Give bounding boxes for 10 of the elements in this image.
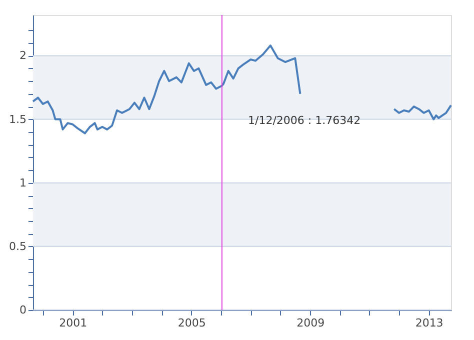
y-tick-label: 0.5 — [9, 240, 26, 253]
annotation: 1/12/2006 : 1.76342 — [248, 114, 361, 127]
y-tick-label: 0 — [20, 304, 26, 316]
x-tick-label: 2013 — [415, 316, 444, 330]
y-tick-label: 1.5 — [9, 112, 26, 126]
x-tick-label: 2001 — [59, 316, 88, 330]
y-tick-label: 1 — [20, 176, 26, 190]
x-tick-label: 2005 — [178, 316, 206, 330]
x-tick-label: 2009 — [296, 316, 325, 330]
y-tick-label: 2 — [20, 49, 26, 62]
